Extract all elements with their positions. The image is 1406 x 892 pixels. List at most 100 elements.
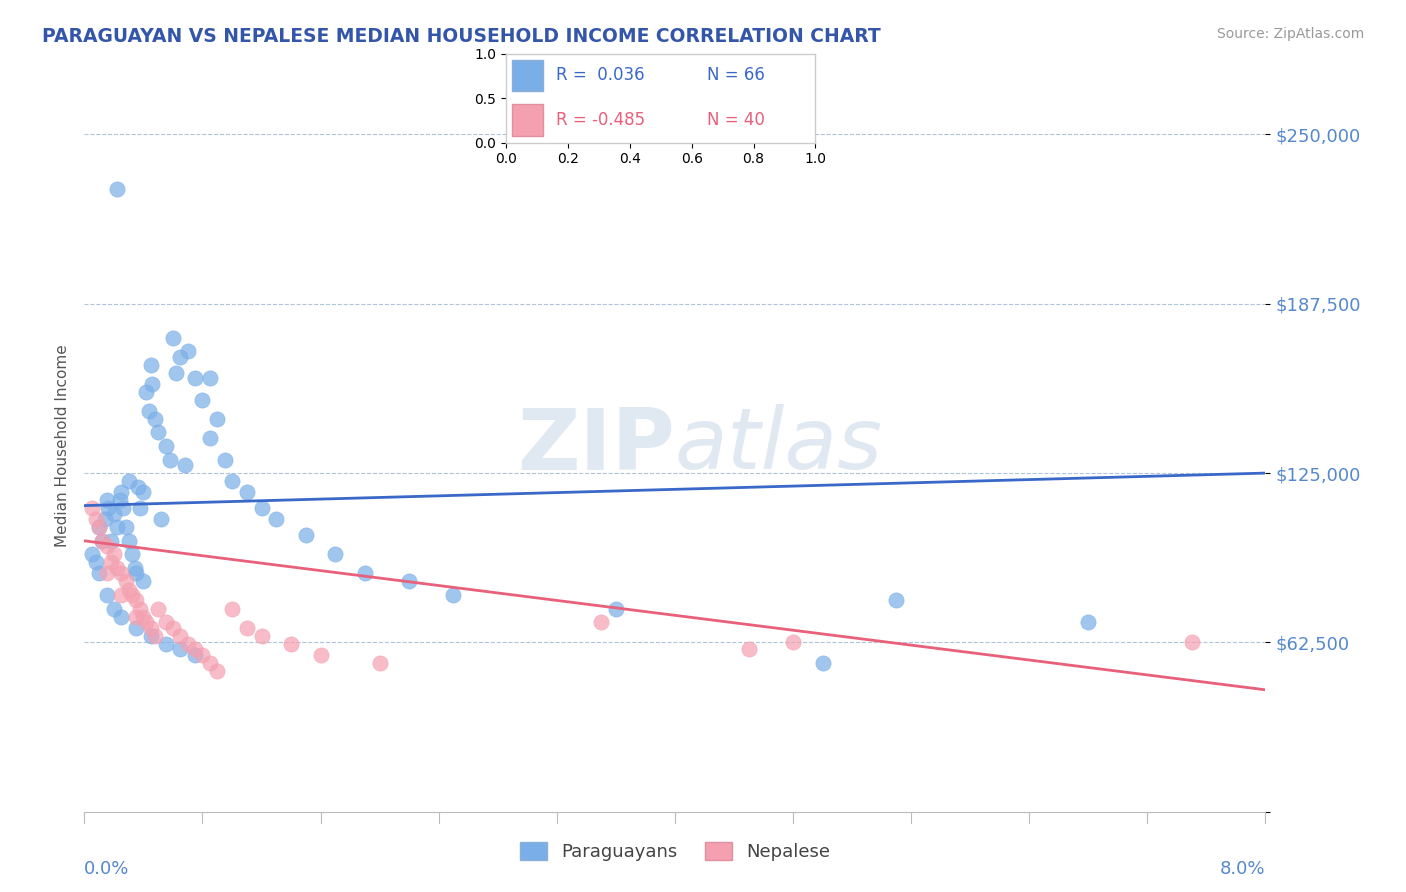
Point [97,501,120,516]
Point [443,588,465,602]
Point [110,609,132,624]
Point [135,384,157,399]
Point [87,520,111,534]
Point [125,566,148,581]
Point [886,593,908,607]
Point [323,547,347,561]
Point [114,574,136,589]
Point [591,615,613,629]
Point [309,648,332,662]
Point [96,539,118,553]
Point [132,485,155,500]
Point [100,533,122,548]
Point [132,609,155,624]
Point [148,601,170,615]
Point [165,366,187,380]
Point [236,620,259,634]
Point [96,566,118,581]
Point [221,474,243,488]
Bar [512,104,543,136]
Point [398,574,420,589]
Point [91,533,114,548]
Point [110,485,132,500]
Point [155,637,177,651]
Text: atlas: atlas [675,404,883,488]
Point [94,512,117,526]
Text: ZIP: ZIP [517,404,675,488]
Point [84,512,107,526]
Point [105,561,128,575]
Point [143,629,166,643]
Point [125,593,148,607]
Point [169,642,191,657]
Point [80,547,103,561]
Point [368,656,391,670]
Point [214,452,236,467]
Point [782,635,804,649]
Point [198,431,221,445]
Text: PARAGUAYAN VS NEPALESE MEDIAN HOUSEHOLD INCOME CORRELATION CHART: PARAGUAYAN VS NEPALESE MEDIAN HOUSEHOLD … [42,27,882,45]
Point [103,601,125,615]
Point [125,620,148,634]
Point [159,452,181,467]
Text: Source: ZipAtlas.com: Source: ZipAtlas.com [1216,27,1364,41]
Point [138,404,160,418]
Point [118,533,141,548]
Point [118,582,141,597]
Point [250,501,273,516]
Point [738,642,761,657]
Point [108,493,131,508]
Point [103,547,125,561]
Point [84,556,107,570]
Text: 8.0%: 8.0% [1220,861,1265,879]
Point [198,371,221,385]
Point [139,620,162,634]
Point [132,574,155,589]
Point [169,350,191,364]
Text: N = 40: N = 40 [707,111,765,128]
Point [605,601,627,615]
Point [87,520,111,534]
Bar [512,60,543,91]
Point [155,615,177,629]
Point [221,601,243,615]
Point [139,358,162,372]
Point [280,637,302,651]
Point [1181,635,1204,649]
Point [184,648,207,662]
Point [191,392,214,407]
Point [129,601,152,615]
Point [811,656,834,670]
Point [114,520,136,534]
Point [191,648,214,662]
Point [207,664,229,678]
Point [110,588,132,602]
Point [1077,615,1099,629]
Point [184,642,207,657]
Point [177,637,200,651]
Point [111,501,134,516]
Point [135,615,157,629]
Point [155,439,177,453]
Point [207,412,229,426]
Point [162,331,184,345]
Point [125,609,148,624]
Point [121,547,143,561]
Point [250,629,273,643]
Point [103,507,125,521]
Point [110,566,132,581]
Text: R =  0.036: R = 0.036 [555,66,644,84]
Point [266,512,288,526]
Point [124,561,146,575]
Point [150,512,173,526]
Point [129,501,152,516]
Text: 0.0%: 0.0% [84,861,129,879]
Text: R = -0.485: R = -0.485 [555,111,645,128]
Point [354,566,377,581]
Point [96,493,118,508]
Point [100,556,122,570]
Point [118,474,141,488]
Point [96,588,118,602]
Point [148,425,170,440]
Point [169,629,191,643]
